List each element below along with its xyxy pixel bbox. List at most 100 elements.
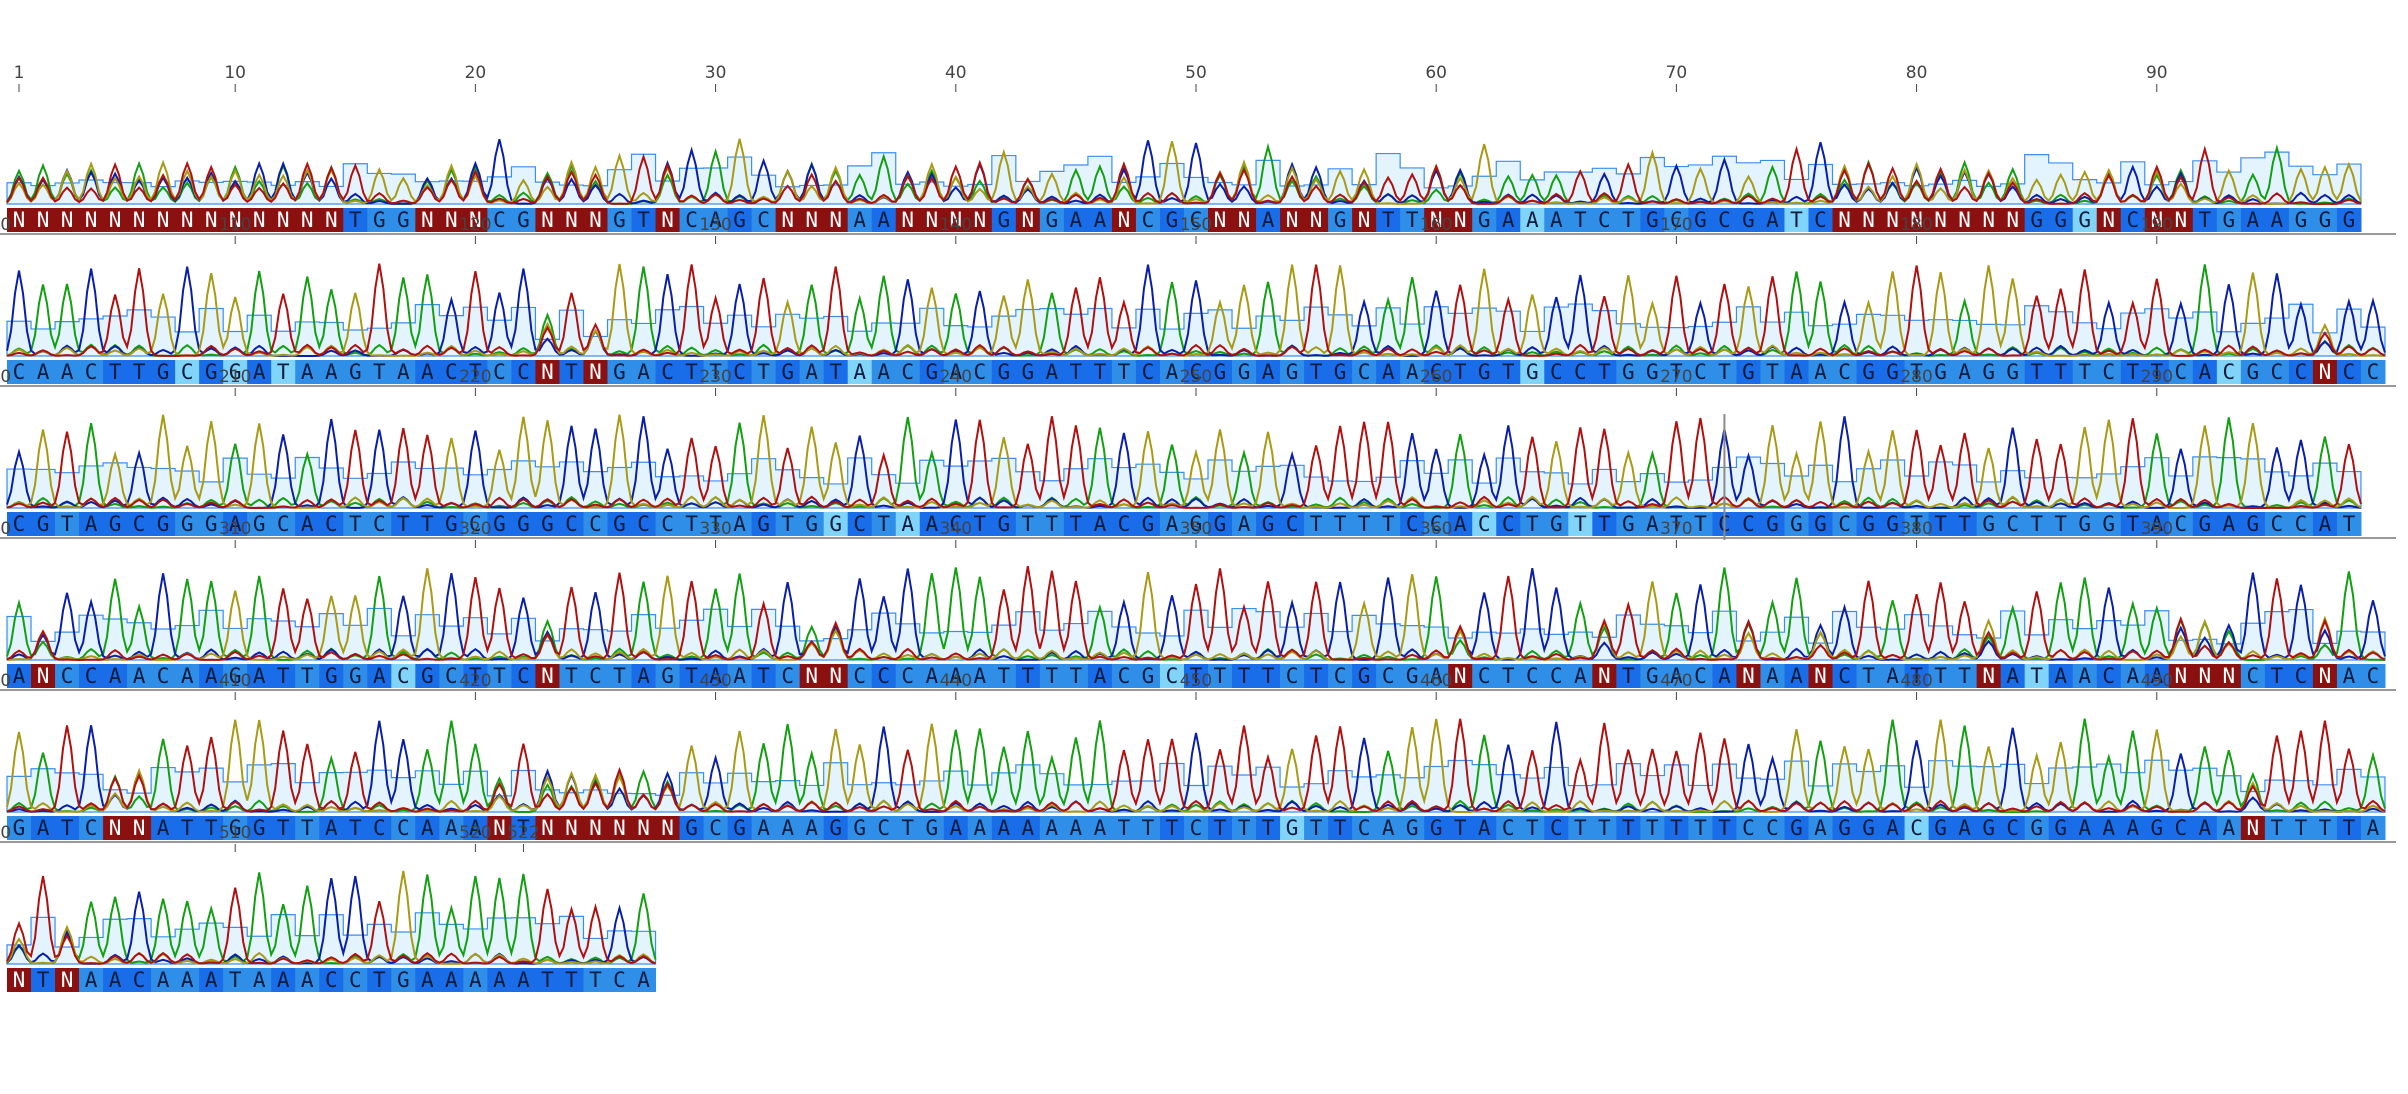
base-cell[interactable] bbox=[463, 968, 488, 992]
base-cell[interactable] bbox=[1544, 664, 1569, 688]
base-cell[interactable] bbox=[2336, 664, 2362, 688]
base-cell[interactable] bbox=[1039, 360, 1065, 384]
base-cell[interactable] bbox=[463, 664, 488, 688]
base-cell[interactable] bbox=[1135, 816, 1161, 840]
base-cell[interactable] bbox=[1760, 816, 1785, 840]
base-cell[interactable] bbox=[1256, 360, 1281, 384]
sequence-row[interactable]: 100110120130140150160170180190CAACTTGCGG… bbox=[0, 215, 2408, 387]
base-cell[interactable] bbox=[1688, 208, 1713, 232]
base-cell[interactable] bbox=[607, 968, 633, 992]
base-cell[interactable] bbox=[1736, 512, 1761, 536]
base-cell[interactable] bbox=[1856, 208, 1882, 232]
base-cell[interactable] bbox=[1111, 360, 1137, 384]
base-cell[interactable] bbox=[1111, 208, 1137, 232]
base-cell[interactable] bbox=[1424, 360, 1449, 384]
base-cell[interactable] bbox=[1664, 664, 1689, 688]
base-cell[interactable] bbox=[2024, 208, 2050, 232]
base-cell[interactable] bbox=[1183, 360, 1209, 384]
base-cell[interactable] bbox=[1376, 360, 1401, 384]
base-cell[interactable] bbox=[7, 360, 32, 384]
base-cell[interactable] bbox=[943, 816, 969, 840]
base-cell[interactable] bbox=[1664, 208, 1689, 232]
base-cell[interactable] bbox=[1256, 816, 1281, 840]
base-cell[interactable] bbox=[2096, 664, 2122, 688]
base-cell[interactable] bbox=[1592, 512, 1617, 536]
base-cell[interactable] bbox=[367, 664, 392, 688]
base-cell[interactable] bbox=[1472, 512, 1497, 536]
base-cell[interactable] bbox=[2000, 664, 2026, 688]
base-cell[interactable] bbox=[79, 968, 104, 992]
base-cell[interactable] bbox=[1544, 360, 1569, 384]
base-cell[interactable] bbox=[895, 208, 921, 232]
base-cell[interactable] bbox=[1976, 664, 2002, 688]
base-cell[interactable] bbox=[391, 360, 416, 384]
base-cell[interactable] bbox=[535, 816, 560, 840]
base-cell[interactable] bbox=[2192, 816, 2218, 840]
base-cell[interactable] bbox=[559, 968, 584, 992]
base-cell[interactable] bbox=[295, 816, 320, 840]
base-cell[interactable] bbox=[1352, 360, 1377, 384]
base-cell[interactable] bbox=[727, 512, 753, 536]
base-cell[interactable] bbox=[655, 816, 681, 840]
base-cell[interactable] bbox=[823, 512, 849, 536]
base-cell[interactable] bbox=[199, 360, 224, 384]
base-cell[interactable] bbox=[151, 208, 176, 232]
base-cell[interactable] bbox=[1135, 208, 1161, 232]
base-cell[interactable] bbox=[2120, 664, 2146, 688]
base-cell[interactable] bbox=[823, 816, 849, 840]
base-cell[interactable] bbox=[1063, 208, 1089, 232]
base-cell[interactable] bbox=[1640, 512, 1665, 536]
base-cell[interactable] bbox=[127, 816, 152, 840]
base-cell[interactable] bbox=[2096, 816, 2122, 840]
base-cell[interactable] bbox=[1928, 512, 1954, 536]
base-cell[interactable] bbox=[463, 512, 488, 536]
base-cell[interactable] bbox=[1496, 512, 1521, 536]
base-cell[interactable] bbox=[2312, 816, 2338, 840]
base-cell[interactable] bbox=[1616, 512, 1641, 536]
base-cell[interactable] bbox=[991, 360, 1017, 384]
base-cell[interactable] bbox=[751, 360, 777, 384]
base-cell[interactable] bbox=[1376, 664, 1401, 688]
base-cell[interactable] bbox=[2288, 816, 2314, 840]
base-cell[interactable] bbox=[1520, 816, 1545, 840]
base-cell[interactable] bbox=[1256, 208, 1281, 232]
base-cell[interactable] bbox=[319, 816, 344, 840]
base-cell[interactable] bbox=[1015, 512, 1041, 536]
base-cell[interactable] bbox=[7, 512, 32, 536]
base-cell[interactable] bbox=[2072, 360, 2098, 384]
base-cell[interactable] bbox=[679, 208, 705, 232]
base-cell[interactable] bbox=[2048, 208, 2074, 232]
base-cell[interactable] bbox=[127, 208, 152, 232]
base-cell[interactable] bbox=[1448, 512, 1473, 536]
base-cell[interactable] bbox=[1159, 360, 1185, 384]
base-cell[interactable] bbox=[631, 208, 657, 232]
base-cell[interactable] bbox=[1015, 816, 1041, 840]
base-cell[interactable] bbox=[1832, 816, 1858, 840]
base-cell[interactable] bbox=[2000, 512, 2026, 536]
base-cell[interactable] bbox=[1832, 664, 1858, 688]
base-cell[interactable] bbox=[2336, 360, 2362, 384]
sequence-row[interactable]: 200210220230240250260270280290CGTAGCGGGA… bbox=[0, 367, 2408, 540]
base-cell[interactable] bbox=[511, 816, 536, 840]
base-cell[interactable] bbox=[919, 512, 945, 536]
base-cell[interactable] bbox=[367, 816, 392, 840]
base-cell[interactable] bbox=[199, 664, 224, 688]
base-cell[interactable] bbox=[679, 512, 705, 536]
base-cell[interactable] bbox=[799, 360, 825, 384]
base-cell[interactable] bbox=[271, 968, 296, 992]
base-cell[interactable] bbox=[1087, 512, 1113, 536]
base-cell[interactable] bbox=[1496, 816, 1521, 840]
base-cell[interactable] bbox=[1496, 664, 1521, 688]
base-cell[interactable] bbox=[1616, 360, 1641, 384]
base-cell[interactable] bbox=[2336, 816, 2362, 840]
base-cell[interactable] bbox=[1520, 360, 1545, 384]
base-cell[interactable] bbox=[751, 816, 777, 840]
base-cell[interactable] bbox=[2360, 664, 2386, 688]
base-cell[interactable] bbox=[1616, 208, 1641, 232]
base-cell[interactable] bbox=[991, 816, 1017, 840]
base-cell[interactable] bbox=[1544, 816, 1569, 840]
base-cell[interactable] bbox=[2168, 664, 2194, 688]
base-cell[interactable] bbox=[367, 208, 392, 232]
base-cell[interactable] bbox=[511, 360, 536, 384]
